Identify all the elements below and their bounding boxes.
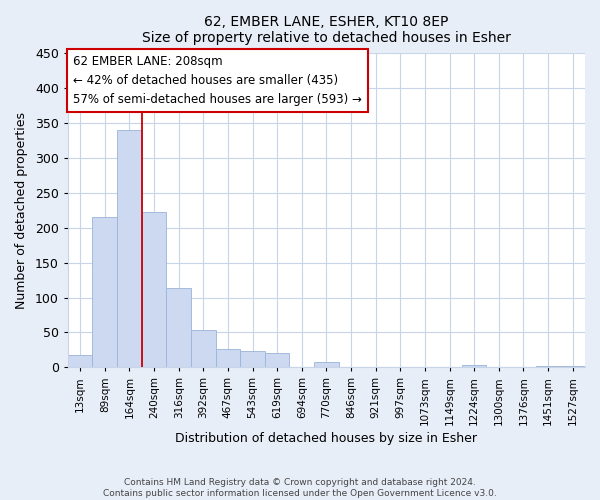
X-axis label: Distribution of detached houses by size in Esher: Distribution of detached houses by size … (175, 432, 478, 445)
Bar (265, 354, 289, 368)
Bar (536, 366, 560, 368)
Bar (68, 354, 92, 368)
Bar (462, 365, 487, 368)
Bar (166, 288, 191, 368)
Bar (560, 366, 585, 368)
Bar (240, 350, 265, 368)
Text: Contains HM Land Registry data © Crown copyright and database right 2024.
Contai: Contains HM Land Registry data © Crown c… (103, 478, 497, 498)
Bar (191, 330, 215, 368)
Bar (142, 212, 166, 368)
Bar (215, 349, 240, 368)
Bar (314, 362, 339, 368)
Title: 62, EMBER LANE, ESHER, KT10 8EP
Size of property relative to detached houses in : 62, EMBER LANE, ESHER, KT10 8EP Size of … (142, 15, 511, 45)
Y-axis label: Number of detached properties: Number of detached properties (15, 112, 28, 309)
Text: 62 EMBER LANE: 208sqm
← 42% of detached houses are smaller (435)
57% of semi-det: 62 EMBER LANE: 208sqm ← 42% of detached … (73, 55, 362, 106)
Bar (117, 130, 142, 368)
Bar (92, 218, 117, 368)
